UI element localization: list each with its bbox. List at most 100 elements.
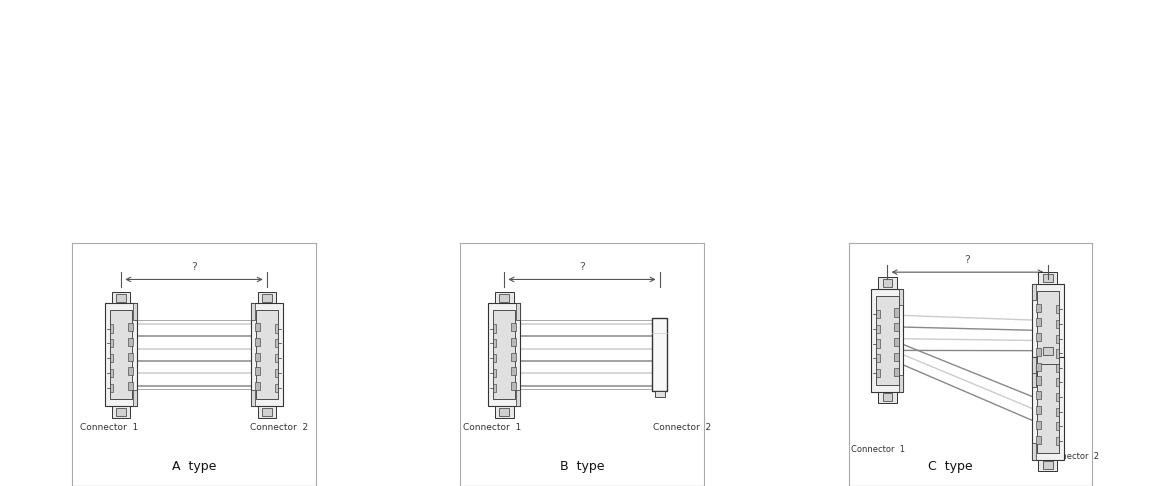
Bar: [255, 323, 261, 331]
Bar: [494, 354, 497, 362]
Bar: [133, 303, 137, 320]
Bar: [495, 292, 513, 303]
Bar: [1043, 388, 1052, 397]
Bar: [1036, 333, 1041, 341]
Bar: [255, 382, 261, 390]
Bar: [1056, 407, 1059, 416]
Bar: [128, 367, 133, 376]
Bar: [882, 393, 892, 401]
Bar: [1043, 274, 1052, 282]
Bar: [882, 279, 892, 287]
Bar: [133, 390, 137, 406]
Bar: [275, 325, 278, 332]
Bar: [275, 369, 278, 377]
Bar: [1038, 387, 1057, 399]
Bar: [894, 309, 899, 316]
Bar: [109, 354, 113, 362]
Bar: [275, 383, 278, 392]
Bar: [262, 408, 271, 416]
Bar: [128, 338, 133, 346]
Bar: [1043, 347, 1052, 355]
Bar: [109, 369, 113, 377]
Bar: [494, 383, 497, 392]
Bar: [499, 408, 509, 416]
Bar: [105, 303, 137, 406]
Bar: [1056, 393, 1059, 401]
Bar: [1056, 378, 1059, 386]
Text: A  type: A type: [172, 460, 217, 473]
Bar: [517, 303, 520, 320]
Bar: [494, 339, 497, 347]
Bar: [1031, 357, 1064, 460]
Text: Connector  1: Connector 1: [80, 423, 139, 432]
Bar: [1038, 345, 1057, 357]
Bar: [1056, 422, 1059, 431]
Bar: [1056, 334, 1059, 343]
Bar: [1036, 377, 1041, 384]
Bar: [499, 294, 509, 302]
Bar: [1036, 421, 1041, 429]
Bar: [275, 339, 278, 347]
Bar: [1036, 291, 1059, 380]
Bar: [876, 310, 880, 318]
Bar: [128, 323, 133, 331]
Bar: [1036, 391, 1041, 399]
Bar: [511, 323, 516, 331]
Bar: [257, 406, 276, 418]
Bar: [894, 367, 899, 376]
Bar: [255, 352, 261, 361]
Bar: [653, 318, 667, 391]
Bar: [109, 383, 113, 392]
Bar: [894, 323, 899, 331]
Bar: [1036, 304, 1041, 312]
Bar: [262, 294, 271, 302]
Bar: [1056, 349, 1059, 358]
Bar: [494, 311, 516, 399]
Bar: [112, 292, 130, 303]
Bar: [488, 303, 520, 406]
Bar: [1043, 461, 1052, 469]
Bar: [900, 375, 903, 392]
Bar: [1056, 437, 1059, 445]
Bar: [872, 289, 903, 392]
Text: Connector  2: Connector 2: [250, 423, 308, 432]
Bar: [878, 392, 896, 403]
Bar: [1036, 363, 1041, 371]
Bar: [894, 338, 899, 346]
Bar: [1036, 406, 1041, 414]
Bar: [257, 292, 276, 303]
Bar: [116, 408, 126, 416]
Bar: [511, 352, 516, 361]
Bar: [109, 325, 113, 332]
Bar: [255, 367, 261, 376]
Bar: [876, 296, 899, 384]
Bar: [1056, 305, 1059, 313]
Bar: [876, 354, 880, 363]
Bar: [1038, 460, 1057, 471]
Bar: [517, 390, 520, 406]
Text: ?: ?: [965, 255, 971, 265]
Bar: [1056, 364, 1059, 372]
Bar: [1031, 357, 1036, 373]
Bar: [1031, 284, 1064, 387]
Bar: [251, 303, 255, 320]
Bar: [109, 311, 133, 399]
Bar: [511, 338, 516, 346]
Bar: [251, 390, 255, 406]
Text: B  type: B type: [560, 460, 604, 473]
Bar: [495, 406, 513, 418]
Bar: [112, 406, 130, 418]
Bar: [494, 325, 497, 332]
Text: ?: ?: [191, 262, 197, 272]
Text: Connector  2: Connector 2: [1045, 452, 1099, 461]
Bar: [876, 339, 880, 347]
Bar: [511, 382, 516, 390]
Bar: [876, 325, 880, 333]
Bar: [1036, 435, 1041, 444]
Text: Connector  2: Connector 2: [653, 423, 711, 432]
Bar: [878, 277, 896, 289]
Bar: [128, 382, 133, 390]
Text: ?: ?: [579, 262, 585, 272]
Bar: [128, 352, 133, 361]
Bar: [511, 367, 516, 376]
